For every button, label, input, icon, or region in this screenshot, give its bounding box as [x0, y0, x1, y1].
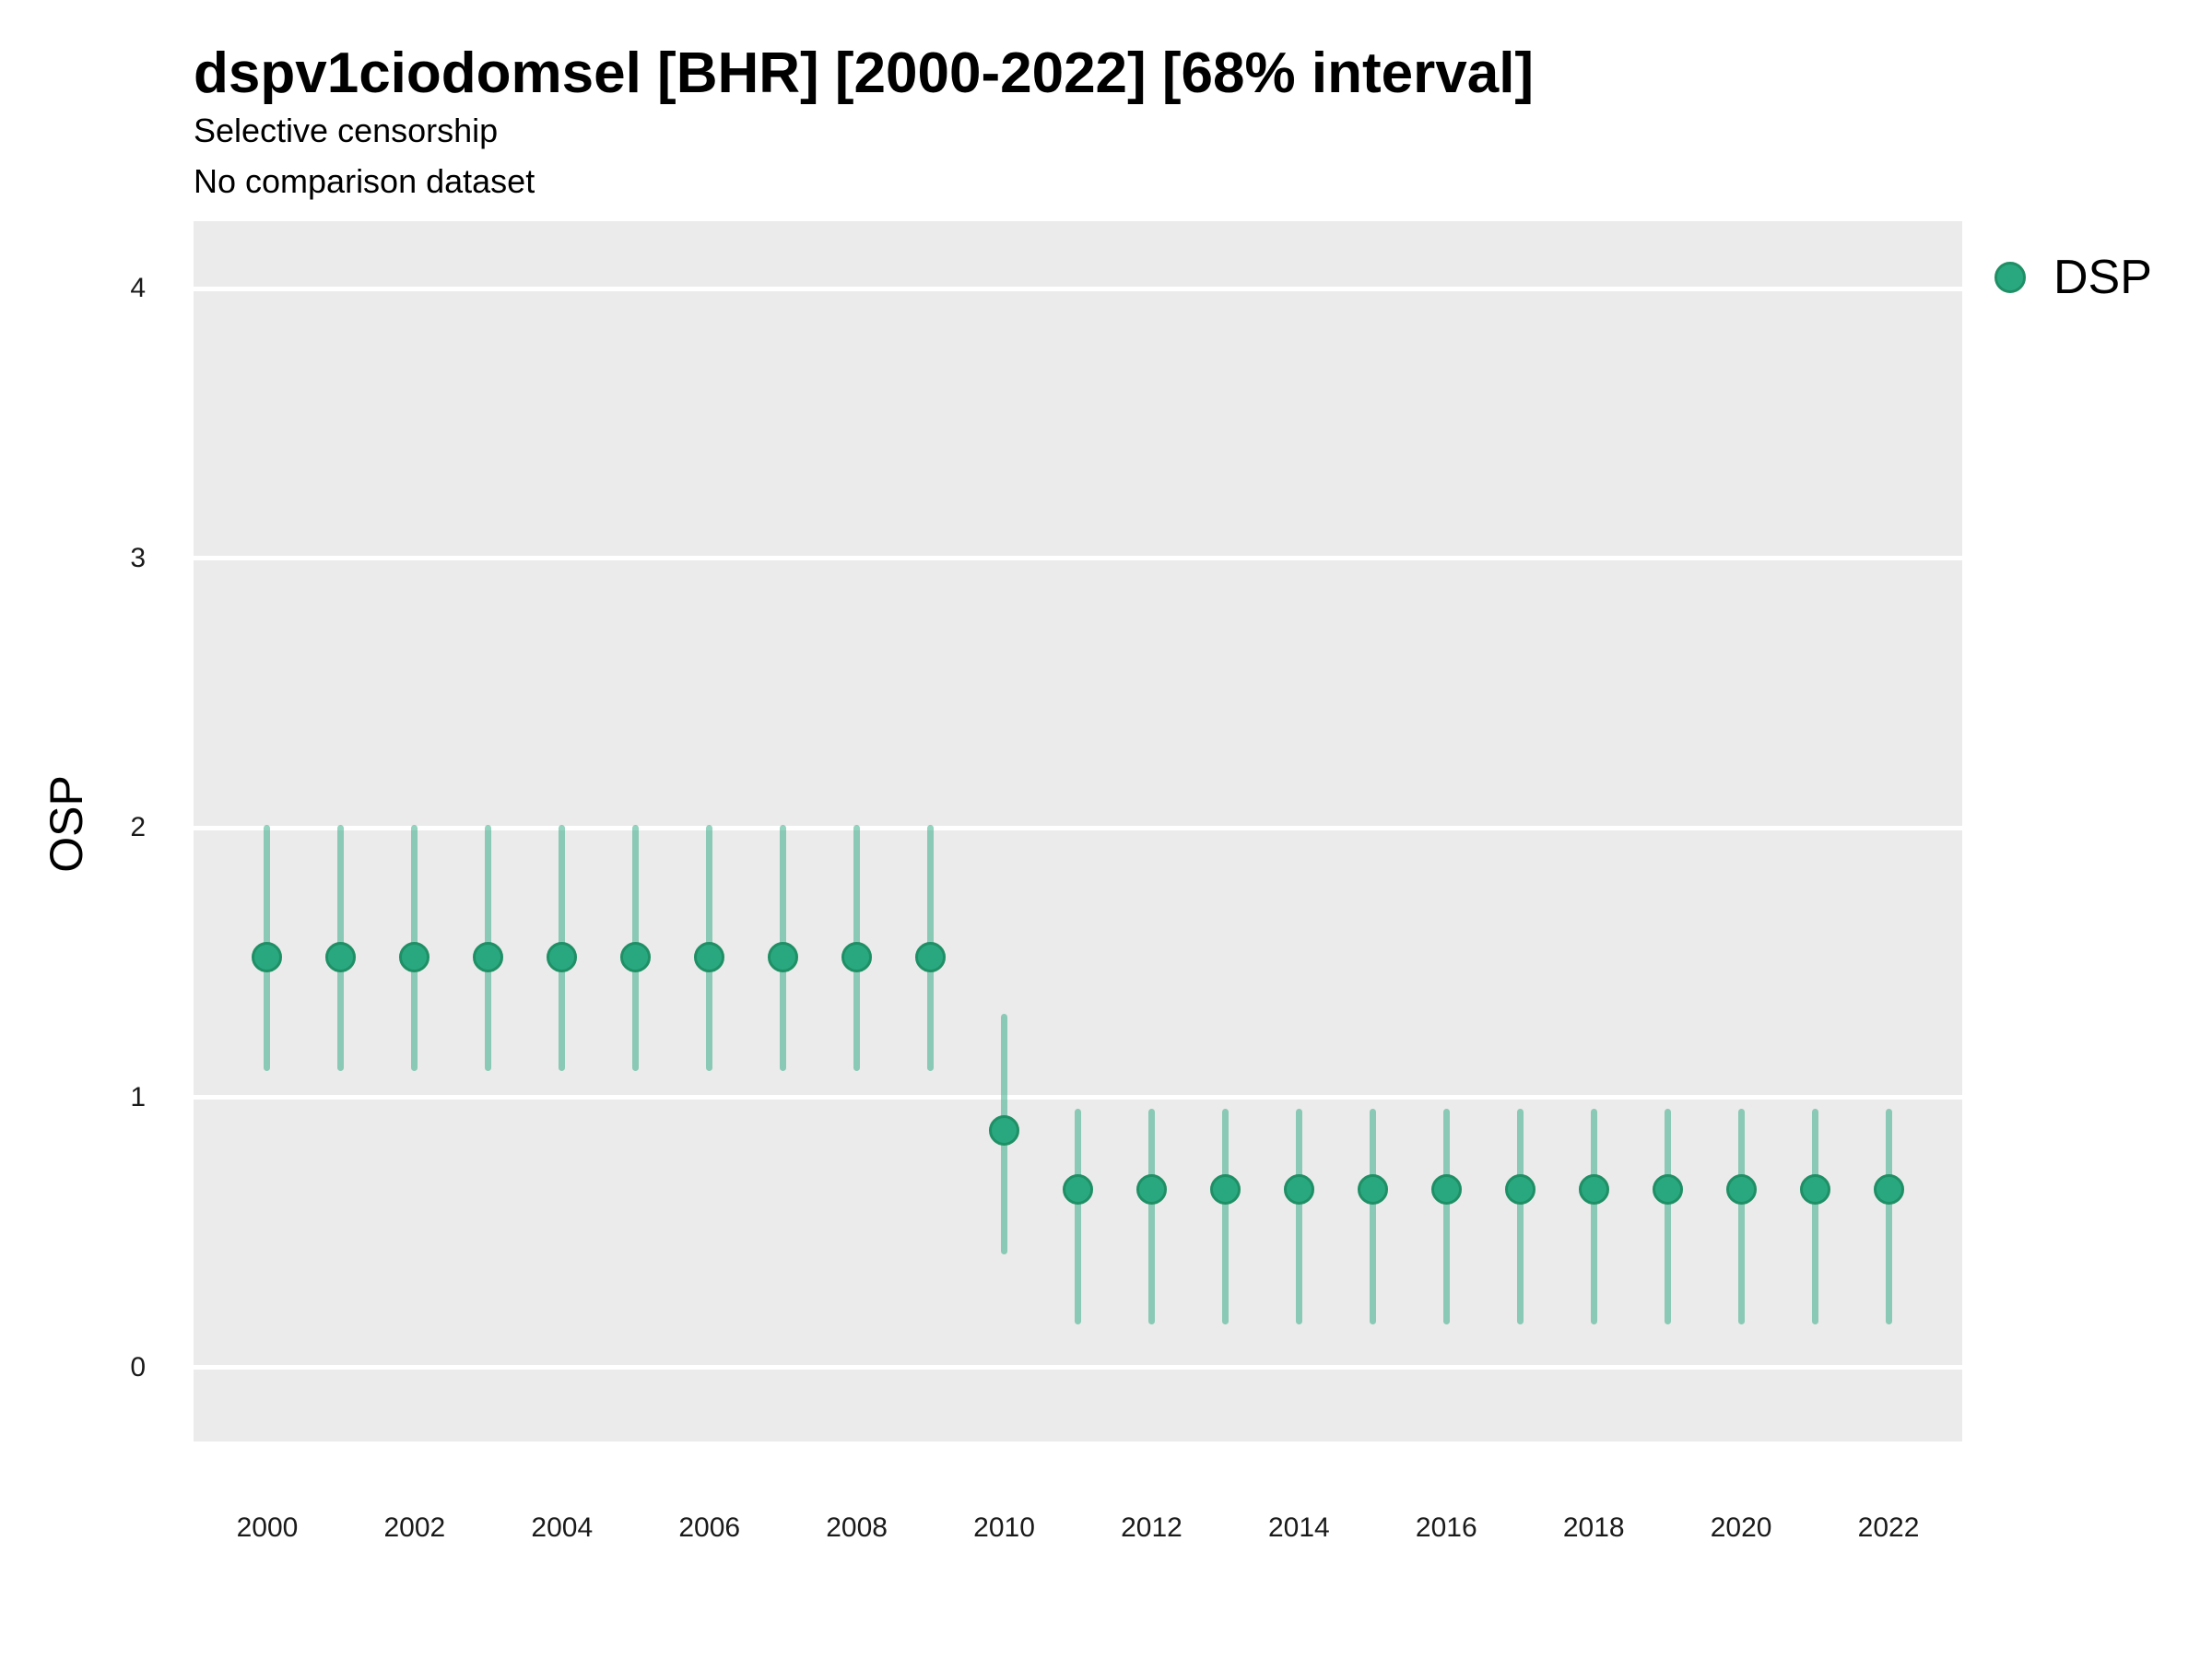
legend-label-dsp: DSP	[2053, 251, 2152, 304]
data-point	[1063, 1173, 1093, 1205]
data-point	[473, 942, 504, 973]
gridline-y-1	[194, 1095, 1962, 1100]
data-point	[1430, 1173, 1462, 1205]
y-tick-label: 3	[130, 542, 146, 573]
data-point	[325, 942, 357, 973]
data-point	[989, 1114, 1020, 1146]
x-tick-label: 2020	[1710, 1512, 1772, 1543]
data-point	[1725, 1173, 1757, 1205]
x-tick-label: 2012	[1121, 1512, 1182, 1543]
gridline-y-2	[194, 825, 1962, 830]
x-tick-label: 2000	[236, 1512, 299, 1543]
error-bar	[1737, 1108, 1745, 1324]
error-bar	[1295, 1108, 1302, 1324]
y-tick-label: 4	[130, 273, 146, 304]
x-tick-label: 2002	[383, 1512, 446, 1543]
data-point	[1504, 1173, 1535, 1205]
data-point	[1873, 1173, 1904, 1205]
error-bar	[1811, 1108, 1818, 1324]
data-point	[1357, 1173, 1388, 1205]
data-point	[1799, 1173, 1830, 1205]
x-tick-label: 2006	[678, 1512, 741, 1543]
chart-caption: No comparison dataset	[194, 162, 535, 200]
x-tick-label: 2010	[973, 1512, 1035, 1543]
error-bar	[1664, 1108, 1671, 1324]
legend-swatch-dsp	[1994, 262, 2026, 293]
gridline-y-3	[194, 556, 1962, 561]
data-point	[620, 942, 652, 973]
x-tick-label: 2016	[1415, 1512, 1477, 1543]
x-tick-label: 2014	[1268, 1512, 1330, 1543]
error-bar	[1885, 1108, 1892, 1324]
y-tick-label: 1	[130, 1081, 146, 1112]
x-tick-label: 2022	[1857, 1512, 1920, 1543]
x-tick-label: 2008	[826, 1512, 888, 1543]
data-point	[1283, 1173, 1314, 1205]
data-point	[694, 942, 725, 973]
data-point	[252, 942, 283, 973]
error-bar	[1075, 1108, 1081, 1324]
data-point	[547, 942, 578, 973]
x-tick-label: 2018	[1562, 1512, 1625, 1543]
data-point	[1652, 1173, 1683, 1205]
data-point	[1135, 1173, 1167, 1205]
error-bar	[1147, 1108, 1155, 1324]
data-point	[915, 942, 947, 973]
error-bar	[1221, 1108, 1229, 1324]
data-point	[399, 942, 430, 973]
error-bar	[1516, 1108, 1524, 1324]
x-tick-label: 2004	[531, 1512, 594, 1543]
data-point	[1578, 1173, 1609, 1205]
y-tick-label: 0	[130, 1351, 146, 1382]
error-bar	[1369, 1108, 1376, 1324]
data-point	[768, 942, 799, 973]
error-bar	[1590, 1108, 1597, 1324]
page-title: dspv1ciodomsel [BHR] [2000-2022] [68% in…	[194, 41, 1535, 105]
gridline-y-4	[194, 286, 1962, 291]
data-point	[1209, 1173, 1241, 1205]
chart-subtitle: Selective censorship	[194, 112, 499, 149]
gridline-y-0	[194, 1365, 1962, 1371]
y-tick-label: 2	[130, 812, 146, 843]
data-point	[841, 942, 873, 973]
error-bar	[1442, 1108, 1450, 1324]
